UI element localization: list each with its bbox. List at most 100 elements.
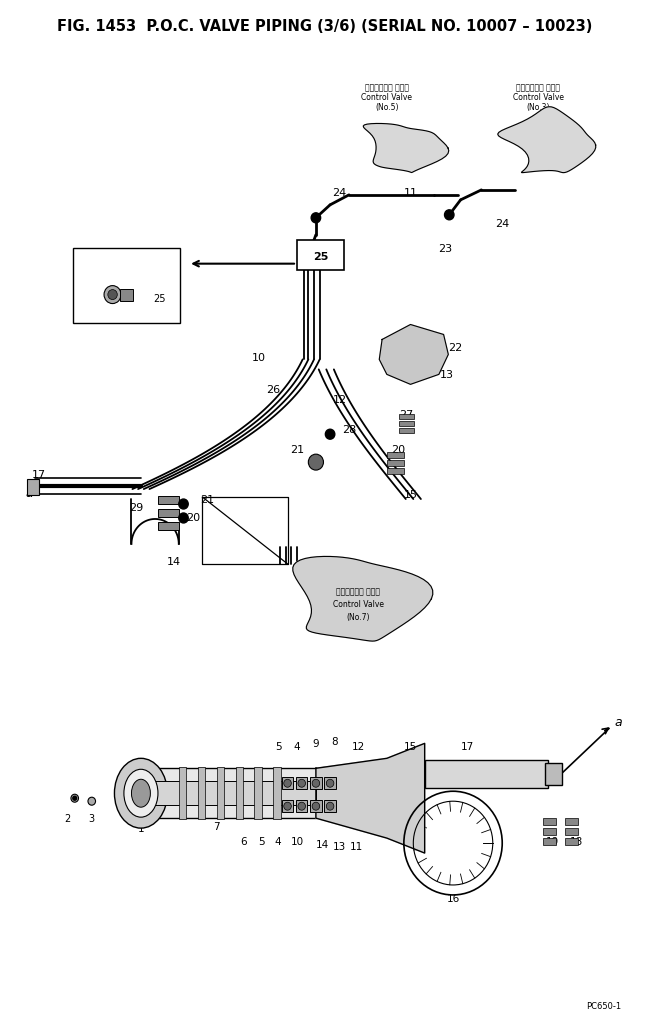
Text: 15: 15 [404, 489, 417, 499]
Text: コントロール バルブ: コントロール バルブ [516, 84, 560, 92]
Text: 12: 12 [332, 395, 347, 405]
Bar [158, 496, 178, 504]
Text: 8: 8 [332, 737, 338, 747]
Bar [543, 828, 556, 836]
Bar [141, 768, 316, 818]
Bar [387, 452, 404, 459]
Text: Control Valve: Control Valve [513, 93, 564, 102]
Text: 1: 1 [138, 823, 144, 834]
Text: Control Valve: Control Valve [361, 93, 412, 102]
Text: 14: 14 [167, 556, 181, 567]
Circle shape [312, 780, 320, 788]
Text: 13: 13 [333, 842, 346, 851]
Text: 12: 12 [352, 742, 365, 752]
Text: Serial No. 10014〜: Serial No. 10014〜 [79, 260, 147, 268]
Text: 3: 3 [89, 813, 95, 823]
Text: 5: 5 [259, 837, 265, 846]
Text: 20: 20 [186, 513, 200, 523]
Bar [387, 461, 404, 467]
Text: 15: 15 [404, 742, 417, 752]
Bar [310, 777, 321, 790]
Text: 21: 21 [290, 444, 304, 454]
Bar [543, 818, 556, 825]
Text: 10: 10 [290, 837, 304, 846]
Bar [273, 767, 281, 819]
Text: 14: 14 [316, 840, 329, 849]
Circle shape [104, 286, 121, 305]
Ellipse shape [124, 769, 158, 817]
Bar [565, 828, 578, 836]
Circle shape [298, 802, 306, 810]
Bar [565, 839, 578, 845]
Bar [217, 767, 224, 819]
Text: 29: 29 [129, 502, 143, 513]
Text: 18: 18 [569, 837, 583, 846]
Ellipse shape [114, 758, 167, 828]
Text: 11: 11 [404, 187, 417, 198]
Circle shape [284, 802, 291, 810]
Text: FIG. 1453  P.O.C. VALVE PIPING (3/6) (SERIAL NO. 10007 – 10023): FIG. 1453 P.O.C. VALVE PIPING (3/6) (SER… [56, 19, 592, 35]
Text: 11: 11 [350, 842, 363, 851]
Bar [141, 782, 316, 805]
Circle shape [178, 514, 188, 524]
Circle shape [71, 795, 79, 802]
Text: 23: 23 [439, 244, 452, 254]
Bar [324, 777, 336, 790]
Text: 24: 24 [495, 218, 509, 228]
Bar [120, 289, 133, 302]
Bar [387, 469, 404, 475]
Circle shape [445, 211, 454, 220]
Polygon shape [316, 744, 424, 853]
Polygon shape [363, 124, 448, 173]
Text: 7: 7 [214, 821, 220, 832]
Circle shape [312, 802, 320, 810]
Bar [297, 240, 344, 270]
Bar [282, 800, 293, 812]
Text: a: a [615, 715, 622, 729]
Text: 20: 20 [391, 444, 405, 454]
Text: 17: 17 [461, 742, 474, 752]
Text: 21: 21 [200, 494, 214, 504]
Circle shape [88, 798, 95, 805]
Text: PC650-1: PC650-1 [586, 1001, 621, 1010]
Bar [236, 767, 243, 819]
Text: 10: 10 [252, 353, 266, 363]
Text: a: a [25, 486, 33, 499]
Circle shape [326, 780, 334, 788]
Text: 9: 9 [313, 739, 319, 749]
Bar [399, 422, 414, 427]
Bar [296, 800, 308, 812]
Bar [324, 800, 336, 812]
Bar [424, 760, 548, 789]
Text: 適用号機: 適用号機 [79, 249, 98, 258]
Bar [254, 767, 262, 819]
Bar [399, 429, 414, 434]
Text: 16: 16 [447, 893, 459, 903]
Circle shape [298, 780, 306, 788]
Bar [282, 777, 293, 790]
Ellipse shape [132, 780, 151, 807]
Text: コントロール バルブ: コントロール バルブ [336, 587, 380, 596]
Bar [565, 818, 578, 825]
Bar [73, 249, 180, 323]
Bar [158, 510, 178, 518]
Text: コントロール バルブ: コントロール バルブ [365, 84, 409, 92]
Circle shape [73, 797, 77, 800]
Polygon shape [379, 325, 448, 385]
Text: Control Valve: Control Valve [333, 599, 384, 608]
Text: (No.7): (No.7) [347, 612, 370, 622]
Text: 6: 6 [239, 837, 247, 846]
Circle shape [311, 214, 321, 223]
Text: 19: 19 [546, 837, 559, 846]
Text: 24: 24 [332, 187, 347, 198]
Text: 2: 2 [64, 813, 70, 823]
Text: 27: 27 [398, 410, 413, 420]
Bar [178, 767, 186, 819]
Text: 26: 26 [266, 385, 280, 395]
Polygon shape [293, 557, 433, 642]
Text: 4: 4 [275, 837, 282, 846]
Bar [158, 523, 178, 531]
Text: (No.5): (No.5) [375, 103, 398, 112]
Circle shape [178, 499, 188, 510]
Polygon shape [498, 108, 596, 173]
